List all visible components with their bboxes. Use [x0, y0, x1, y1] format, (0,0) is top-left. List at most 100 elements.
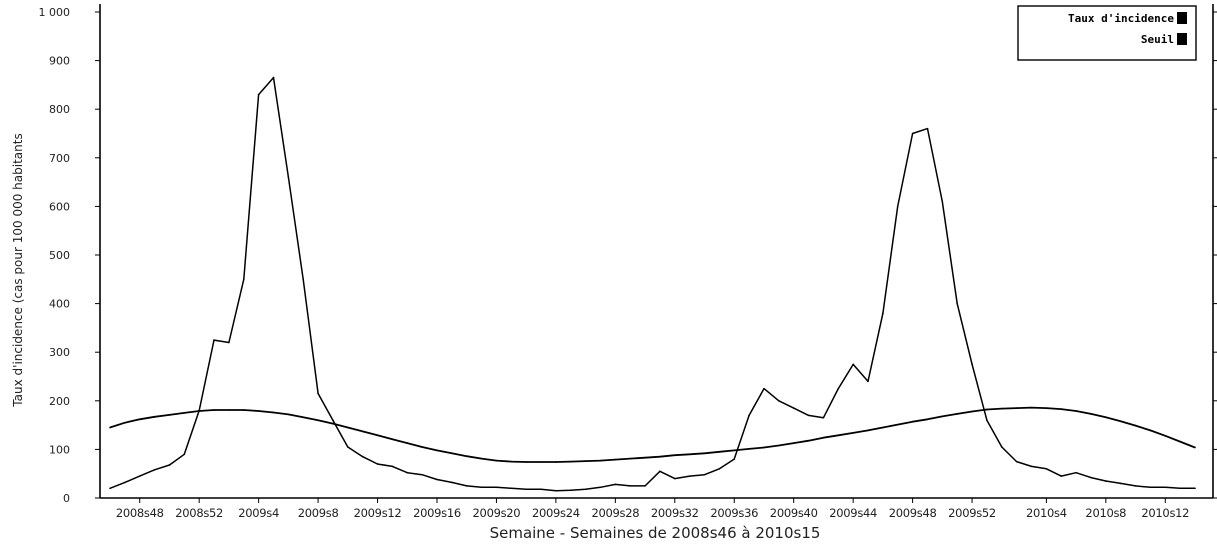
data-point-incidence	[703, 473, 706, 476]
data-point-incidence	[718, 468, 721, 470]
data-point-seuil	[480, 457, 483, 460]
x-tick-label: 2008s52	[175, 506, 223, 520]
data-point-seuil	[228, 409, 230, 411]
data-point-incidence	[792, 407, 795, 409]
chart-frame	[99, 4, 1214, 499]
data-point-seuil	[778, 444, 780, 447]
data-point-seuil	[644, 456, 646, 459]
data-point-seuil	[837, 434, 840, 437]
data-point-incidence	[242, 278, 245, 281]
data-point-seuil	[867, 429, 869, 432]
data-point-seuil	[986, 408, 988, 411]
data-point-incidence	[465, 485, 468, 487]
data-point-incidence	[376, 463, 379, 465]
y-tick-label: 1 000	[39, 6, 71, 19]
data-point-incidence	[183, 453, 186, 456]
x-tick-label: 2009s44	[829, 506, 877, 520]
data-point-seuil	[361, 430, 364, 433]
data-point-seuil	[688, 453, 691, 456]
data-point-incidence	[852, 363, 854, 366]
data-point-incidence	[168, 464, 171, 466]
data-point-seuil	[124, 421, 126, 424]
data-point-incidence	[911, 132, 914, 135]
data-point-incidence	[644, 485, 646, 487]
y-tick-label: 900	[49, 55, 70, 68]
data-point-incidence	[971, 363, 973, 366]
legend-label-incidence: Taux d'incidence	[1068, 12, 1174, 25]
data-point-seuil	[584, 460, 587, 462]
data-point-incidence	[555, 489, 557, 492]
data-point-incidence	[569, 489, 572, 492]
x-tick-label: 2009s40	[770, 506, 818, 520]
data-point-incidence	[272, 76, 275, 79]
data-point-incidence	[733, 458, 736, 460]
data-point-seuil	[1060, 408, 1063, 410]
x-axis-label: Semaine - Semaines de 2008s46 à 2010s15	[490, 524, 821, 542]
x-tick-label: 2008s48	[116, 506, 164, 520]
data-point-incidence	[317, 392, 319, 395]
y-tick-label: 800	[49, 103, 70, 116]
data-point-seuil	[302, 416, 305, 419]
y-tick-label: 100	[49, 443, 70, 456]
data-point-incidence	[228, 341, 230, 344]
data-point-incidence	[109, 487, 111, 490]
data-point-incidence	[257, 93, 260, 96]
data-point-incidence	[1179, 487, 1181, 490]
data-point-seuil	[391, 438, 394, 440]
data-point-incidence	[138, 475, 141, 477]
data-point-incidence	[688, 475, 691, 477]
legend-swatch-seuil	[1177, 33, 1187, 45]
data-point-seuil	[956, 413, 958, 415]
legend: Taux d'incidence Seuil	[1017, 5, 1197, 61]
data-point-seuil	[1090, 413, 1092, 415]
data-point-seuil	[792, 442, 795, 444]
data-point-incidence	[525, 488, 527, 491]
data-point-seuil	[272, 411, 275, 414]
y-tick-label: 400	[49, 298, 70, 311]
data-point-incidence	[896, 205, 899, 208]
data-point-incidence	[986, 419, 988, 422]
data-point-seuil	[436, 449, 438, 452]
data-point-incidence	[1105, 480, 1107, 482]
data-point-incidence	[1000, 446, 1003, 448]
data-point-seuil	[1194, 446, 1196, 449]
data-point-incidence	[480, 486, 483, 489]
x-tick-label: 2009s20	[473, 506, 521, 520]
data-point-seuil	[569, 460, 572, 463]
series-layer	[109, 76, 1196, 492]
data-point-incidence	[302, 278, 305, 281]
data-point-incidence	[1075, 471, 1077, 474]
data-point-seuil	[495, 459, 498, 462]
data-point-incidence	[1045, 468, 1048, 470]
data-point-seuil	[109, 426, 111, 429]
data-point-incidence	[361, 455, 364, 458]
data-point-incidence	[763, 387, 765, 390]
legend-swatch-incidence	[1177, 12, 1187, 24]
legend-box	[1017, 5, 1197, 61]
data-point-seuil	[807, 439, 810, 442]
y-tick-label: 600	[49, 200, 70, 213]
data-point-seuil	[1105, 416, 1107, 419]
data-point-seuil	[852, 432, 854, 434]
data-point-seuil	[926, 418, 929, 421]
data-point-incidence	[956, 302, 958, 305]
data-point-seuil	[198, 410, 200, 412]
x-tick-label: 2009s36	[710, 506, 758, 520]
data-point-seuil	[971, 410, 973, 413]
data-point-seuil	[1045, 407, 1048, 409]
legend-label-seuil: Seuil	[1141, 33, 1174, 46]
x-ticks: 2008s48 2008s52 2009s4 2009s8 2009s12 2009s16…	[116, 498, 1189, 520]
data-point-incidence	[540, 488, 542, 491]
data-point-seuil	[703, 452, 706, 455]
data-point-incidence	[451, 481, 453, 484]
data-point-incidence	[1119, 482, 1122, 485]
data-point-seuil	[183, 412, 186, 414]
data-point-seuil	[659, 455, 661, 458]
data-point-seuil	[882, 426, 884, 429]
series-line-incidence	[109, 76, 1195, 492]
y-tick-label: 200	[49, 395, 70, 408]
data-point-seuil	[1000, 407, 1003, 410]
data-point-seuil	[451, 452, 453, 455]
x-tick-label: 2010s12	[1141, 506, 1189, 520]
